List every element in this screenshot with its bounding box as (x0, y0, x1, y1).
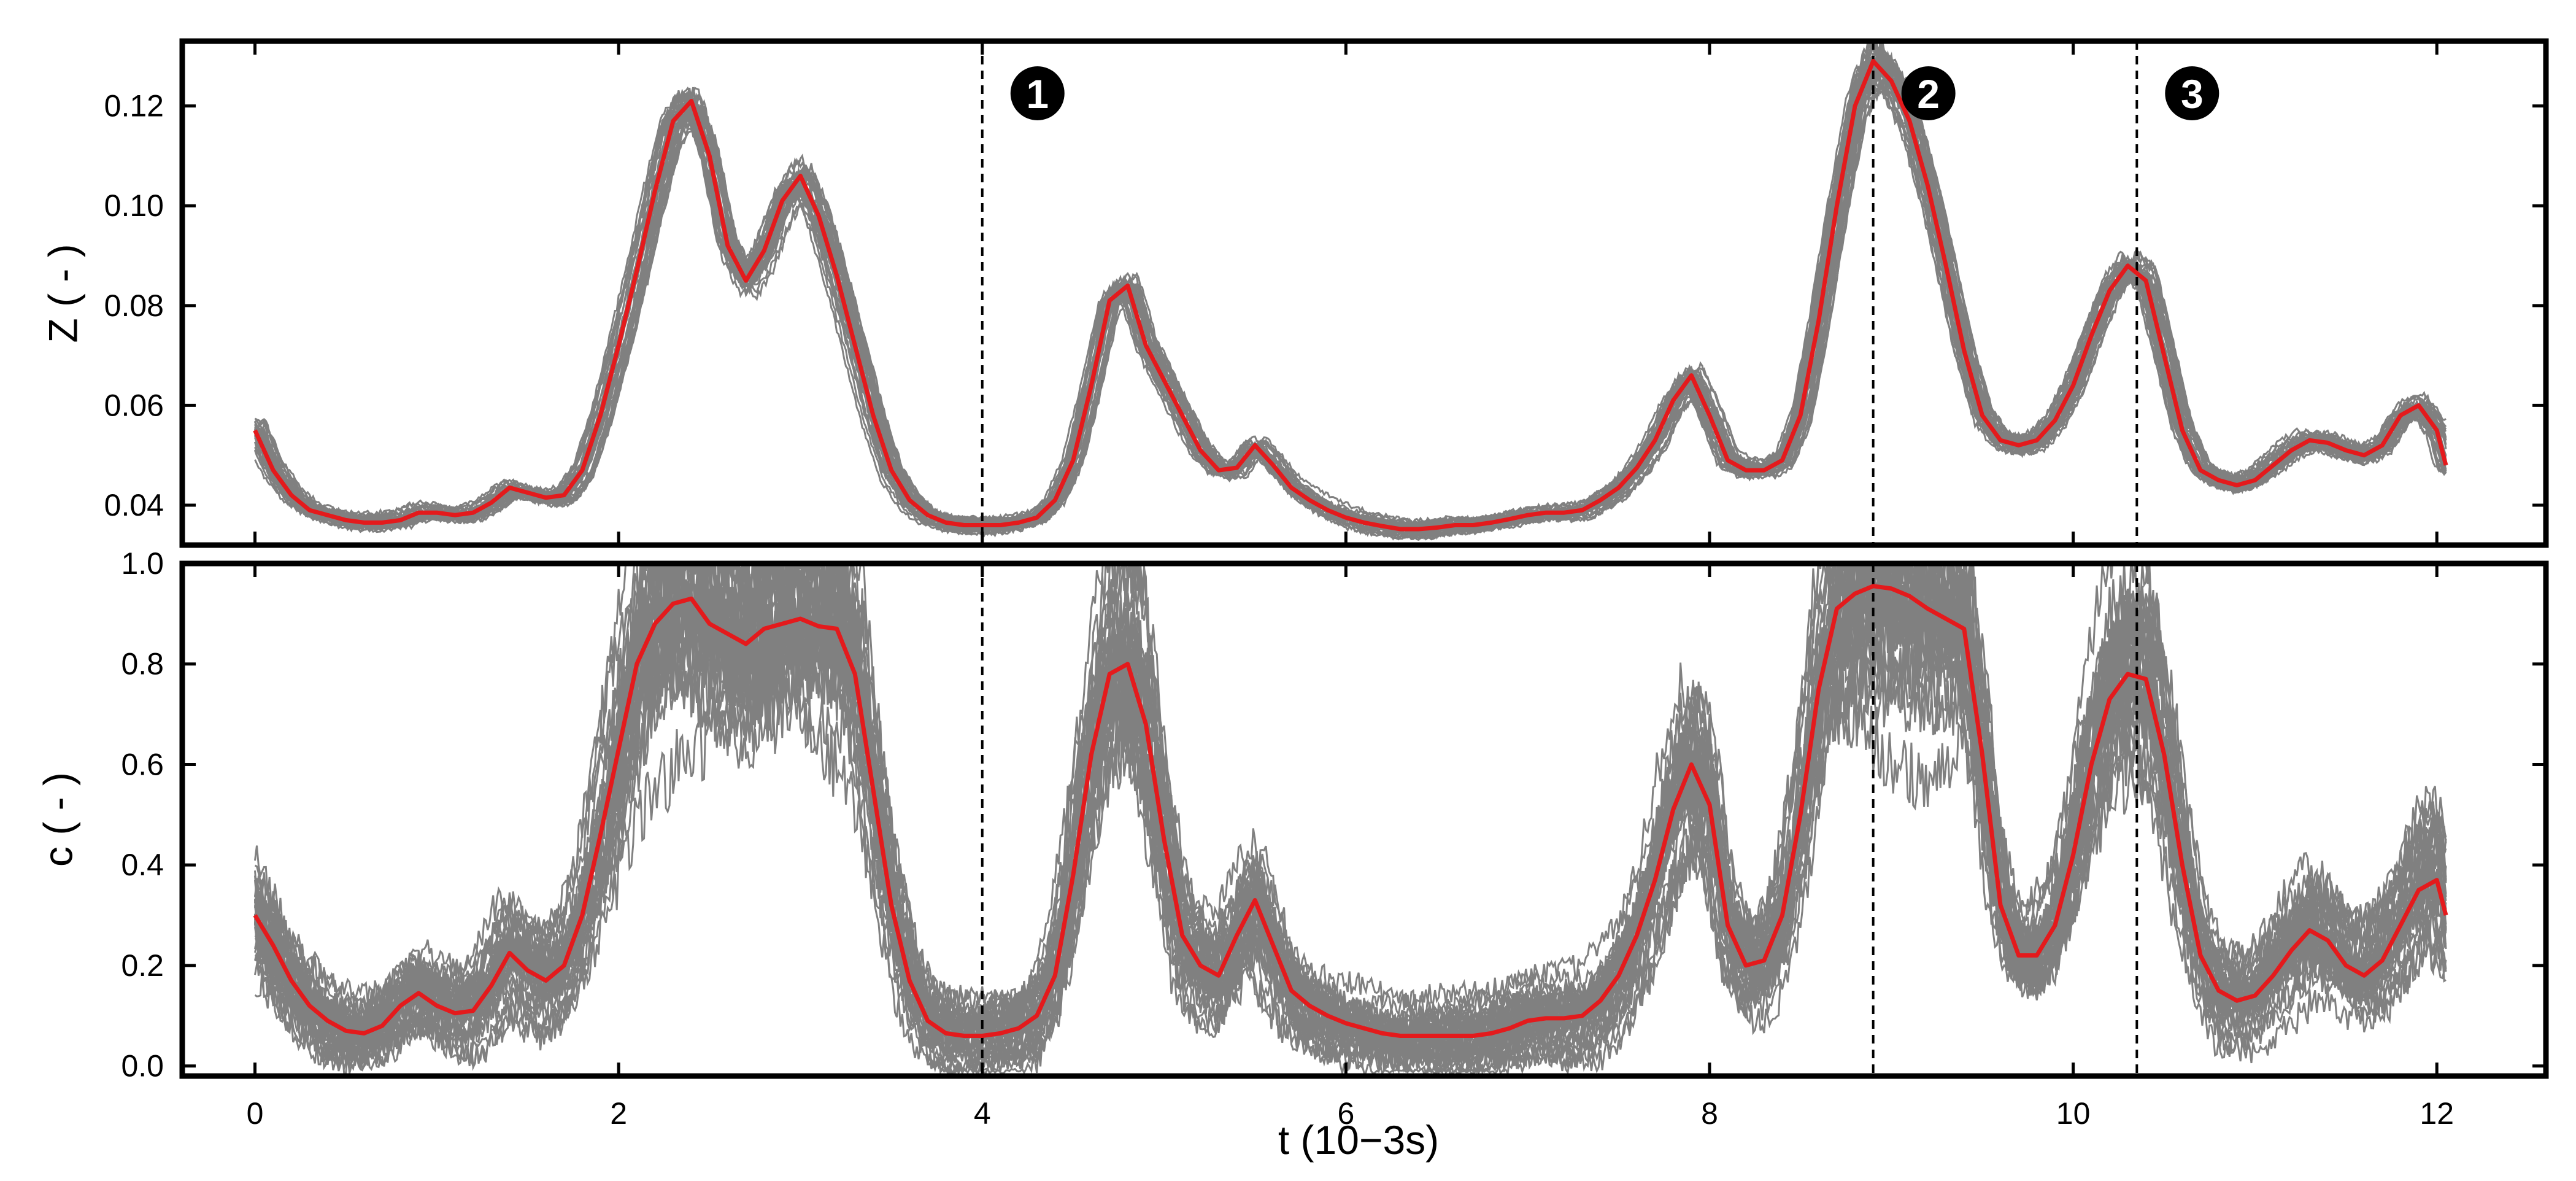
top-event-markers: 1 2 3 (1010, 66, 2219, 120)
event-marker-1: 1 (1010, 66, 1065, 120)
bot-xtick-label: 12 (2420, 1096, 2454, 1131)
bot-ytick-label: 0.6 (121, 747, 164, 781)
event-marker-3: 3 (2165, 66, 2219, 120)
event-marker-circle (2165, 66, 2219, 120)
top-ytick-label: 0.06 (104, 388, 164, 422)
bot-xtick-label: 0 (247, 1096, 264, 1131)
event-marker-2: 2 (1901, 66, 1956, 120)
top-ytick-label: 0.10 (104, 188, 164, 223)
bot-xtick-label: 6 (1337, 1096, 1354, 1131)
top-ytick-label: 0.12 (104, 89, 164, 123)
bot-ensemble-line (254, 563, 2447, 1071)
bot-ytick-label: 1.0 (121, 546, 164, 581)
bot-ytick-label: 0.2 (121, 948, 164, 983)
top-vertical-markers (981, 41, 2138, 545)
bot-mean-line (253, 584, 2448, 1038)
event-marker-circle (1010, 66, 1065, 120)
bot-ensemble-line (254, 563, 2447, 1075)
top-y-ticks: 0.04 0.06 0.08 0.10 0.12 (104, 89, 2546, 522)
x-axis-label: t (10−3s) (1278, 1117, 1439, 1163)
top-mean-line (253, 59, 2448, 532)
bottom-panel: 0.0 0.2 0.4 0.6 0.8 1.0 0 2 4 6 8 10 12 c ( - ) t (… (35, 546, 2549, 1163)
top-y-axis-label: Z ( - ) (40, 244, 85, 343)
top-ytick-label: 0.04 (104, 488, 164, 522)
top-ensemble-line (254, 41, 2447, 541)
bot-xtick-label: 8 (1701, 1096, 1718, 1131)
bot-xtick-label: 10 (2056, 1096, 2091, 1131)
bot-ytick-label: 0.8 (121, 647, 164, 681)
event-marker-label: 3 (2181, 71, 2204, 117)
top-ytick-label: 0.08 (104, 288, 164, 323)
top-ensemble-line (254, 74, 2447, 531)
top-mean-line-group (253, 59, 2448, 532)
top-axes-frame (179, 38, 2549, 548)
bottom-y-ticks: 0.0 0.2 0.4 0.6 0.8 1.0 (121, 546, 2546, 1083)
bot-ytick-label: 0.0 (121, 1049, 164, 1083)
event-marker-label: 2 (1917, 71, 1940, 117)
bot-xtick-label: 4 (974, 1096, 991, 1131)
bottom-axes-frame (179, 560, 2549, 1079)
event-marker-circle (1901, 66, 1956, 120)
top-panel: 0.04 0.06 0.08 0.10 0.12 1 2 3 Z ( - ) (40, 38, 2549, 548)
top-ensemble-line (254, 74, 2447, 533)
event-marker-label: 1 (1026, 71, 1049, 117)
bottom-mean-line-group (253, 584, 2448, 1038)
bot-ytick-label: 0.4 (121, 848, 164, 882)
bottom-vertical-markers (981, 563, 2138, 1076)
bot-ensemble-line (254, 563, 2447, 1075)
top-ensemble-line (254, 65, 2447, 535)
bot-xtick-label: 2 (610, 1096, 627, 1131)
bot-ensemble-line (254, 563, 2447, 1075)
bottom-y-axis-label: c ( - ) (35, 772, 80, 867)
